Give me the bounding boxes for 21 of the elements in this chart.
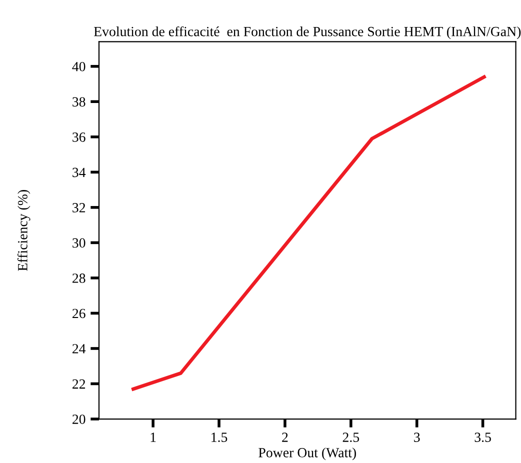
x-tick-label: 2	[282, 432, 288, 442]
y-tick-label: 24	[72, 344, 86, 354]
x-tick-label: 3	[414, 432, 420, 442]
x-tick-label: 1.5	[212, 432, 228, 442]
x-tick-label: 1	[150, 432, 156, 442]
y-tick-label: 22	[72, 379, 86, 389]
y-tick-label: 34	[72, 168, 86, 178]
x-tick-label: 2.5	[342, 432, 360, 442]
y-tick-label: 32	[72, 203, 86, 212]
line-series	[132, 75, 486, 391]
chart-title: Evolution de efficacité en Fonction de Pussance Sortie HEMT (InAlN/GaN)	[94, 26, 521, 40]
x-axis-title: Power Out (Watt)	[258, 448, 356, 460]
y-tick-label: 20	[72, 414, 86, 424]
x-tick-label: 3.5	[474, 432, 491, 442]
y-tick-label: 30	[72, 238, 86, 248]
y-tick-label: 38	[72, 97, 86, 107]
y-tick-label: 26	[72, 308, 86, 318]
y-tick-label: 28	[72, 274, 86, 283]
y-tick-label: 36	[72, 132, 86, 142]
y-axis-title: Efficiency (%)	[17, 190, 30, 271]
y-tick-label: 40	[72, 62, 86, 72]
